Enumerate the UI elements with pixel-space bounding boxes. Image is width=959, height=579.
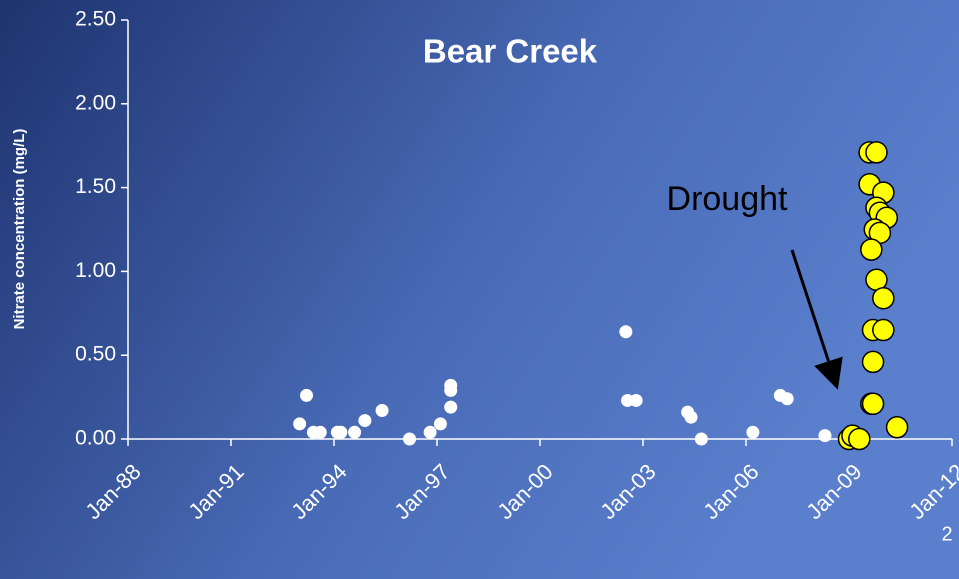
data-point — [300, 388, 314, 402]
data-point — [334, 425, 348, 439]
y-tick-label: 0.50 — [75, 343, 116, 366]
data-point — [444, 378, 458, 392]
data-point — [403, 432, 417, 446]
data-point — [348, 425, 362, 439]
data-point — [375, 404, 389, 418]
data-point — [293, 417, 307, 431]
data-point — [780, 392, 794, 406]
chart-title: Bear Creek — [423, 33, 598, 70]
data-point — [865, 141, 888, 164]
data-point — [444, 400, 458, 414]
data-point — [358, 414, 372, 428]
data-point — [860, 238, 883, 261]
annotation-arrow — [790, 249, 843, 390]
y-tick-label: 1.50 — [75, 175, 116, 198]
data-point — [684, 410, 698, 424]
data-point — [746, 425, 760, 439]
data-point — [872, 286, 895, 310]
data-point — [433, 417, 447, 431]
data-point — [861, 350, 885, 374]
y-axis-label: Nitrate concentration (mg/L) — [11, 129, 28, 330]
data-point — [619, 325, 633, 339]
annotation: Drought — [667, 180, 789, 218]
y-tick-label: 2.50 — [75, 8, 116, 31]
y-tick-label: 1.00 — [75, 259, 116, 282]
data-point — [885, 416, 909, 439]
y-tick-label: 2.00 — [75, 91, 116, 114]
data-point — [629, 393, 643, 407]
page-number: 2 — [941, 523, 952, 545]
data-point — [848, 427, 871, 451]
data-point — [423, 425, 437, 439]
data-point — [861, 392, 885, 416]
data-point — [694, 432, 708, 446]
data-point — [872, 318, 895, 342]
data-point — [818, 429, 832, 443]
data-point — [313, 425, 327, 439]
y-tick-label: 0.00 — [75, 427, 116, 450]
